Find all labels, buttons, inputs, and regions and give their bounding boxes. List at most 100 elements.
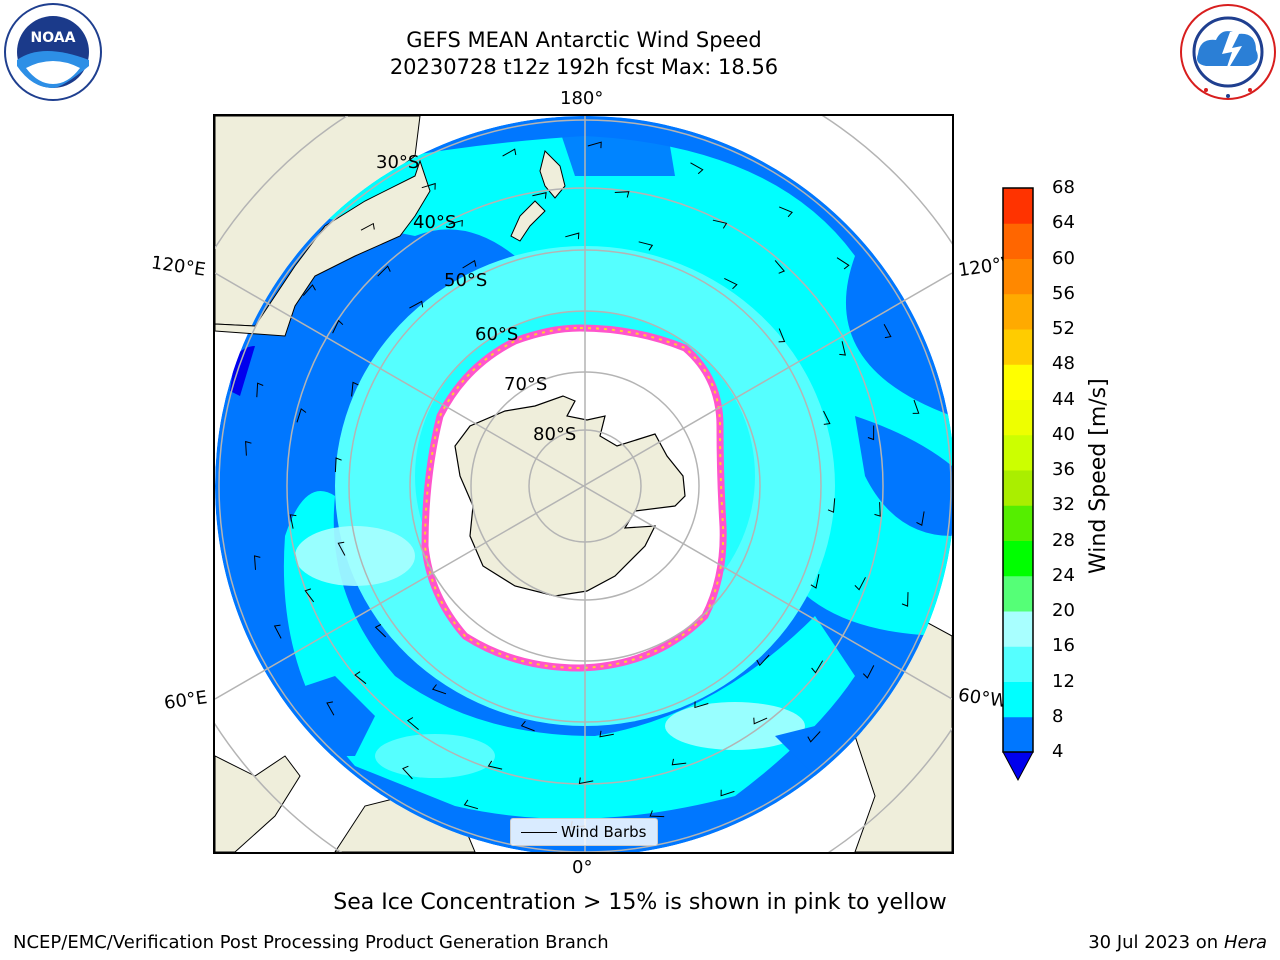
noaa-logo-icon: NOAA [4, 3, 102, 101]
wind-barb [854, 577, 866, 591]
wind-barbs-legend: Wind Barbs [510, 818, 658, 846]
lat-label-50s: 50°S [444, 270, 488, 291]
wind-barb [638, 241, 654, 251]
wind-barb [774, 260, 786, 274]
wind-barb [836, 257, 850, 270]
wind-barb [337, 541, 346, 556]
wind-barb [253, 555, 261, 570]
colorbar-tick-label: 20 [1052, 600, 1075, 621]
wind-barb [720, 789, 735, 797]
wind-barb [712, 219, 728, 229]
wind-barb [462, 259, 477, 269]
colorbar-segment [1003, 540, 1033, 577]
legend-label: Wind Barbs [561, 823, 647, 841]
wind-barb [326, 701, 335, 716]
colorbar-segment [1003, 188, 1033, 224]
wind-barbs [245, 141, 925, 828]
colorbar [1002, 187, 1034, 782]
wind-barb [334, 457, 342, 473]
wind-barb [402, 765, 413, 780]
wind-barb [565, 232, 580, 240]
wind-barb [599, 730, 614, 738]
wind-barb [690, 162, 704, 175]
wind-barb [587, 141, 602, 149]
wind-barb [901, 592, 909, 607]
wind-barb [289, 514, 297, 529]
wind-barb [245, 440, 252, 456]
wind-barb [256, 382, 264, 398]
wind-barb [694, 701, 709, 709]
colorbar-segment [1003, 434, 1033, 471]
colorbar-tick-label: 44 [1052, 388, 1075, 410]
lat-label-80s: 80°S [533, 424, 577, 445]
lon-label-120e: 120°E [149, 252, 207, 281]
lat-label-60s: 60°S [475, 324, 519, 345]
colorbar-tick-label: 64 [1052, 212, 1075, 234]
wind-barb [614, 191, 630, 198]
wind-barb [296, 408, 307, 423]
colorbar-segment [1003, 223, 1033, 259]
map-panel [213, 114, 954, 854]
wind-barb [753, 717, 768, 725]
credit-date: 30 Jul 2023 on [1088, 932, 1224, 953]
wind-barb [409, 300, 424, 309]
antarctica-land [454, 395, 686, 597]
graticule [215, 116, 952, 852]
wind-barb [883, 324, 892, 339]
wind-barb [487, 760, 503, 770]
wind-barb [778, 328, 786, 343]
lat-label-70s: 70°S [504, 374, 548, 395]
new-zealand-land [510, 150, 566, 242]
colorbar-tick-label: 56 [1052, 282, 1075, 304]
wind-barb [421, 182, 436, 190]
colorbar-tick-label: 68 [1052, 177, 1075, 198]
wind-barb [724, 277, 738, 290]
colorbar-tick-label: 16 [1052, 635, 1075, 657]
lat-label-30s: 30°S [376, 152, 420, 173]
wind-barb [867, 425, 875, 441]
wind-barb [912, 399, 920, 414]
colorbar-segment [1003, 258, 1033, 295]
colorbar-segment [1003, 364, 1033, 400]
wind-barb [916, 511, 925, 526]
colorbar-tick-label: 32 [1052, 494, 1075, 516]
wind-barb [448, 219, 463, 227]
colorbar-tick-label: 36 [1052, 459, 1075, 480]
wind-barb [532, 192, 547, 199]
colorbar-segment [1003, 716, 1033, 753]
colorbar-tick-label: 28 [1052, 529, 1075, 551]
colorbar-segment [1003, 505, 1033, 541]
wind-barb [302, 284, 316, 296]
wind-barb [304, 588, 315, 603]
colorbar-tick-label: 8 [1052, 705, 1064, 727]
wind-barb [273, 624, 282, 639]
colorbar-segment [1003, 575, 1033, 612]
wind-barb [502, 148, 517, 157]
wind-barb [374, 624, 387, 638]
australia-land [215, 159, 431, 337]
wind-barb [332, 319, 344, 334]
lon-label-0: 0° [572, 857, 593, 878]
svg-text:NOAA: NOAA [31, 30, 76, 46]
credit-right: 30 Jul 2023 on Hera [1088, 932, 1267, 953]
colorbar-tick-label: 60 [1052, 247, 1075, 269]
wind-barb [377, 265, 391, 277]
chart-subtitle: 20230728 t12z 192h fcst Max: 18.56 [389, 55, 779, 79]
colorbar-tick-label: 24 [1052, 564, 1075, 586]
wind-barb [807, 731, 821, 743]
colorbar-tick-label: 12 [1052, 670, 1075, 692]
wind-barb [862, 665, 875, 679]
wind-barb [354, 671, 367, 685]
colorbar-tick-label: 48 [1052, 353, 1075, 375]
credit-left: NCEP/EMC/Verification Post Processing Pr… [13, 932, 609, 953]
colorbar-tick-label: 4 [1052, 741, 1064, 762]
wind-barb [649, 810, 665, 818]
colorbar-segment [1003, 399, 1033, 436]
colorbar-segment [1003, 611, 1033, 647]
credit-machine: Hera [1223, 932, 1267, 953]
colorbar-tick-label: 40 [1052, 423, 1075, 445]
wind-barb [351, 381, 359, 397]
polar-map-svg [215, 116, 952, 852]
wind-barb [406, 717, 419, 730]
legend-line-icon [521, 832, 557, 833]
